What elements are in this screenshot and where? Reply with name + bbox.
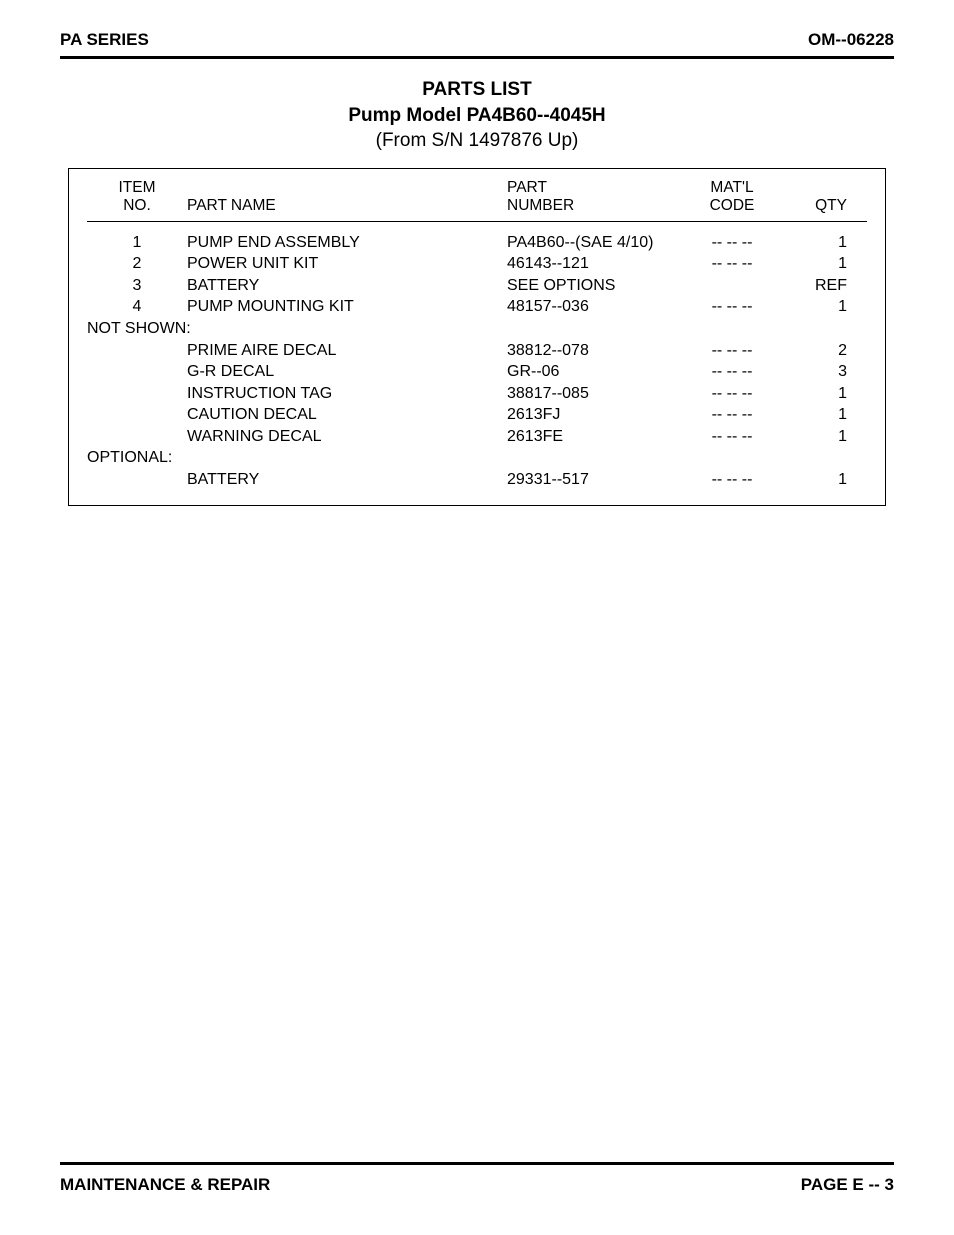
- table-row: PRIME AIRE DECAL38812--078-- -- --2: [87, 340, 867, 362]
- cell-part-name: G-R DECAL: [187, 361, 507, 383]
- table-row: INSTRUCTION TAG38817--085-- -- --1: [87, 383, 867, 405]
- col-header-part-line2: NUMBER: [507, 197, 574, 214]
- cell-part-number: 38817--085: [507, 383, 677, 405]
- col-header-part: PART NUMBER: [507, 179, 677, 215]
- title-model: Pump Model PA4B60--4045H: [60, 103, 894, 129]
- cell-part-name: PUMP END ASSEMBLY: [187, 232, 507, 254]
- table-row: 1PUMP END ASSEMBLYPA4B60--(SAE 4/10)-- -…: [87, 232, 867, 254]
- cell-matl-code: -- -- --: [677, 296, 787, 318]
- cell-item-no: 3: [87, 275, 187, 297]
- col-header-part-line1: PART: [507, 179, 547, 196]
- col-header-name-text: PART NAME: [187, 197, 276, 214]
- cell-item-no: 2: [87, 253, 187, 275]
- cell-matl-code: -- -- --: [677, 426, 787, 448]
- rows-notshown-container: PRIME AIRE DECAL38812--078-- -- --2G-R D…: [87, 340, 867, 448]
- cell-qty: 1: [787, 469, 847, 491]
- cell-qty: 2: [787, 340, 847, 362]
- cell-matl-code: -- -- --: [677, 404, 787, 426]
- cell-qty: 1: [787, 404, 847, 426]
- cell-part-name: INSTRUCTION TAG: [187, 383, 507, 405]
- table-row: WARNING DECAL2613FE-- -- --1: [87, 426, 867, 448]
- cell-part-name: POWER UNIT KIT: [187, 253, 507, 275]
- cell-part-number: 46143--121: [507, 253, 677, 275]
- col-header-qty: QTY: [787, 179, 847, 215]
- cell-part-name: BATTERY: [187, 275, 507, 297]
- cell-part-number: 29331--517: [507, 469, 677, 491]
- col-header-qty-text: QTY: [815, 197, 847, 214]
- cell-part-number: SEE OPTIONS: [507, 275, 677, 297]
- cell-item-no: [87, 361, 187, 383]
- cell-matl-code: -- -- --: [677, 383, 787, 405]
- col-header-item-line1: ITEM: [118, 179, 155, 196]
- cell-item-no: [87, 340, 187, 362]
- cell-part-name: BATTERY: [187, 469, 507, 491]
- col-header-matl-line2: CODE: [710, 197, 755, 214]
- cell-part-number: PA4B60--(SAE 4/10): [507, 232, 677, 254]
- footer-right: PAGE E -- 3: [801, 1175, 894, 1195]
- cell-matl-code: -- -- --: [677, 232, 787, 254]
- cell-qty: 1: [787, 296, 847, 318]
- cell-item-no: [87, 383, 187, 405]
- table-row: CAUTION DECAL2613FJ-- -- --1: [87, 404, 867, 426]
- cell-part-number: 2613FJ: [507, 404, 677, 426]
- cell-part-number: 48157--036: [507, 296, 677, 318]
- table-row: 4PUMP MOUNTING KIT48157--036-- -- --1: [87, 296, 867, 318]
- cell-qty: 1: [787, 232, 847, 254]
- section-not-shown: NOT SHOWN:: [87, 318, 867, 340]
- page-footer: MAINTENANCE & REPAIR PAGE E -- 3: [60, 1162, 894, 1195]
- cell-matl-code: -- -- --: [677, 340, 787, 362]
- cell-qty: 1: [787, 383, 847, 405]
- cell-matl-code: [677, 275, 787, 297]
- cell-qty: 1: [787, 253, 847, 275]
- col-header-matl: MAT'L CODE: [677, 179, 787, 215]
- cell-item-no: 4: [87, 296, 187, 318]
- col-header-matl-line1: MAT'L: [710, 179, 753, 196]
- col-header-name: PART NAME: [187, 179, 507, 215]
- table-row: 3BATTERYSEE OPTIONS REF: [87, 275, 867, 297]
- page-header: PA SERIES OM--06228: [60, 30, 894, 59]
- cell-part-name: CAUTION DECAL: [187, 404, 507, 426]
- col-header-item-line2: NO.: [123, 197, 151, 214]
- footer-left: MAINTENANCE & REPAIR: [60, 1175, 270, 1195]
- header-right: OM--06228: [808, 30, 894, 50]
- title-block: PARTS LIST Pump Model PA4B60--4045H (Fro…: [60, 77, 894, 154]
- cell-part-number: 2613FE: [507, 426, 677, 448]
- col-header-item: ITEM NO.: [87, 179, 187, 215]
- table-row: 2POWER UNIT KIT46143--121-- -- --1: [87, 253, 867, 275]
- table-row: BATTERY29331--517-- -- --1: [87, 469, 867, 491]
- cell-part-name: PUMP MOUNTING KIT: [187, 296, 507, 318]
- parts-table: ITEM NO. PART NAME PART NUMBER MAT'L COD…: [68, 168, 886, 506]
- cell-item-no: 1: [87, 232, 187, 254]
- cell-part-number: GR--06: [507, 361, 677, 383]
- header-left: PA SERIES: [60, 30, 149, 50]
- cell-qty: 1: [787, 426, 847, 448]
- cell-item-no: [87, 426, 187, 448]
- table-header-row: ITEM NO. PART NAME PART NUMBER MAT'L COD…: [87, 179, 867, 222]
- title-parts-list: PARTS LIST: [60, 77, 894, 103]
- cell-item-no: [87, 404, 187, 426]
- cell-matl-code: -- -- --: [677, 361, 787, 383]
- cell-qty: REF: [787, 275, 847, 297]
- cell-matl-code: -- -- --: [677, 469, 787, 491]
- table-row: G-R DECALGR--06-- -- --3: [87, 361, 867, 383]
- cell-part-name: WARNING DECAL: [187, 426, 507, 448]
- title-serial: (From S/N 1497876 Up): [60, 128, 894, 154]
- cell-part-number: 38812--078: [507, 340, 677, 362]
- section-optional: OPTIONAL:: [87, 447, 867, 469]
- rows-optional-container: BATTERY29331--517-- -- --1: [87, 469, 867, 491]
- cell-qty: 3: [787, 361, 847, 383]
- cell-matl-code: -- -- --: [677, 253, 787, 275]
- cell-item-no: [87, 469, 187, 491]
- rows-main-container: 1PUMP END ASSEMBLYPA4B60--(SAE 4/10)-- -…: [87, 232, 867, 318]
- cell-part-name: PRIME AIRE DECAL: [187, 340, 507, 362]
